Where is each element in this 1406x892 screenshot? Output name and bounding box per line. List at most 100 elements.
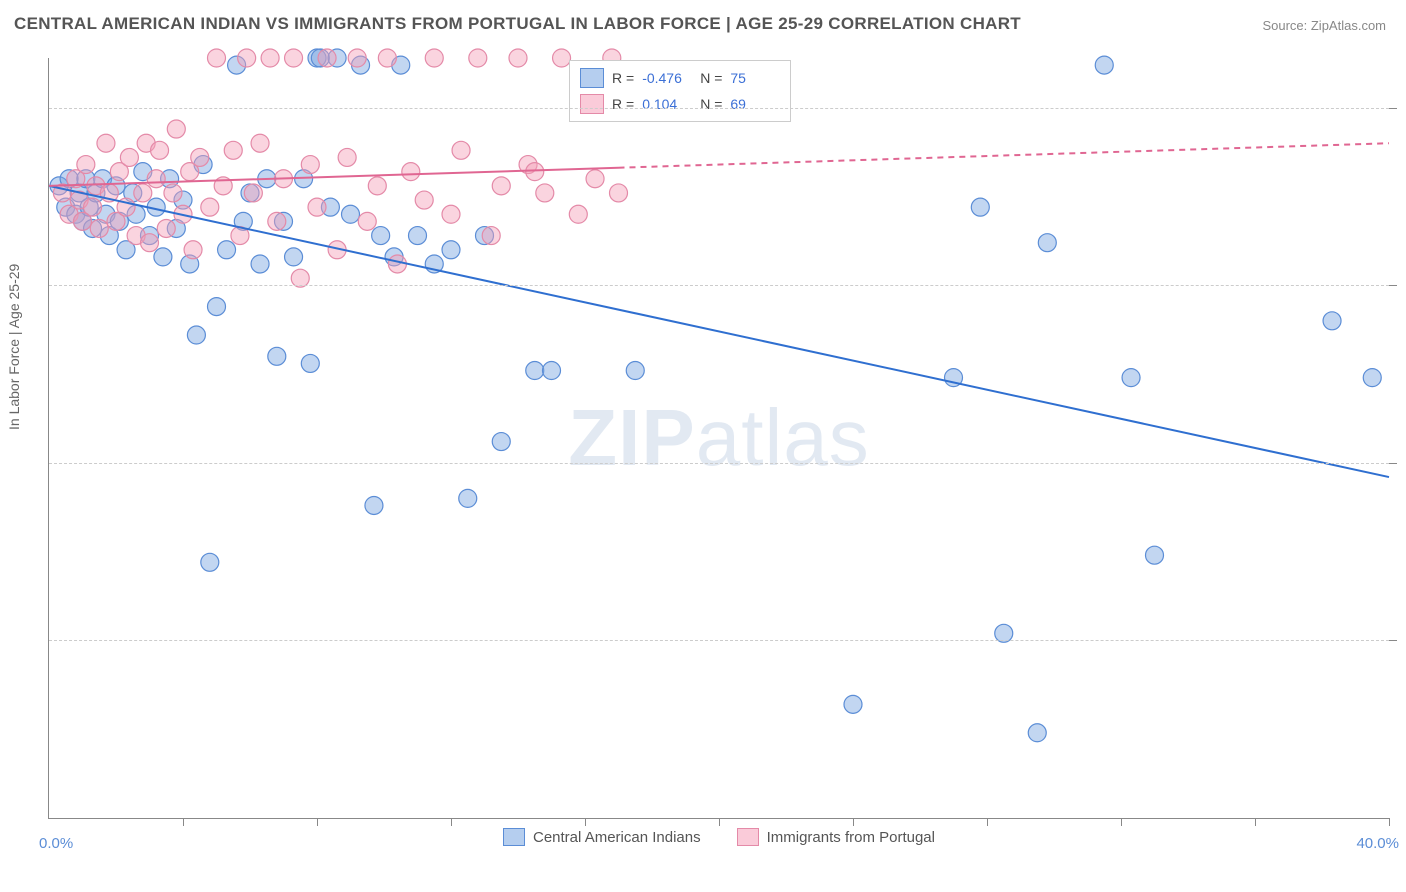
legend-label: Central American Indians [533, 829, 701, 846]
legend-item: Immigrants from Portugal [737, 828, 935, 846]
data-point [184, 241, 202, 259]
data-point [208, 49, 226, 67]
data-point [268, 212, 286, 230]
data-point [459, 489, 477, 507]
data-point [141, 234, 159, 252]
data-point [251, 255, 269, 273]
gridline [49, 285, 1389, 286]
x-tick [719, 818, 720, 826]
data-point [1323, 312, 1341, 330]
y-tick [1389, 108, 1397, 109]
data-point [1363, 369, 1381, 387]
data-point [244, 184, 262, 202]
gridline [49, 640, 1389, 641]
data-point [509, 49, 527, 67]
trend-line-extrapolated [619, 143, 1390, 168]
data-point [425, 49, 443, 67]
data-point [543, 362, 561, 380]
data-point [164, 184, 182, 202]
data-point [409, 227, 427, 245]
data-point [358, 212, 376, 230]
trend-line [49, 186, 1389, 477]
data-point [388, 255, 406, 273]
data-point [442, 241, 460, 259]
data-point [526, 163, 544, 181]
data-point [120, 148, 138, 166]
data-point [77, 156, 95, 174]
data-point [586, 170, 604, 188]
data-point [492, 177, 510, 195]
x-tick [987, 818, 988, 826]
legend-swatch [503, 828, 525, 846]
x-tick [183, 818, 184, 826]
data-point [553, 49, 571, 67]
data-point [372, 227, 390, 245]
data-point [402, 163, 420, 181]
data-point [251, 134, 269, 152]
data-point [238, 49, 256, 67]
data-point [308, 198, 326, 216]
data-point [157, 219, 175, 237]
data-point [201, 553, 219, 571]
x-axis-max-label: 40.0% [1356, 835, 1399, 852]
legend-swatch [580, 68, 604, 88]
x-tick [1389, 818, 1390, 826]
y-tick-label: 100.0% [1399, 99, 1406, 116]
y-tick-label: 25.0% [1399, 631, 1406, 648]
x-tick [451, 818, 452, 826]
y-tick [1389, 285, 1397, 286]
legend-row: R =0.104N =69 [580, 91, 780, 117]
data-point [378, 49, 396, 67]
data-point [90, 219, 108, 237]
data-point [154, 248, 172, 266]
n-value: 75 [730, 70, 780, 86]
data-point [151, 141, 169, 159]
y-tick [1389, 463, 1397, 464]
data-point [415, 191, 433, 209]
data-point [1038, 234, 1056, 252]
data-point [187, 326, 205, 344]
n-label: N = [700, 96, 722, 112]
data-point [492, 433, 510, 451]
source-attribution: Source: ZipAtlas.com [1262, 18, 1386, 33]
x-tick [585, 818, 586, 826]
data-point [536, 184, 554, 202]
x-axis-min-label: 0.0% [39, 835, 73, 852]
data-point [147, 170, 165, 188]
data-point [342, 205, 360, 223]
chart-title: CENTRAL AMERICAN INDIAN VS IMMIGRANTS FR… [14, 14, 1021, 34]
x-tick [853, 818, 854, 826]
data-point [134, 184, 152, 202]
data-point [301, 156, 319, 174]
data-point [482, 227, 500, 245]
data-point [610, 184, 628, 202]
gridline [49, 463, 1389, 464]
r-label: R = [612, 96, 634, 112]
data-point [1028, 724, 1046, 742]
y-tick [1389, 640, 1397, 641]
r-label: R = [612, 70, 634, 86]
gridline [49, 108, 1389, 109]
data-point [261, 49, 279, 67]
data-point [569, 205, 587, 223]
plot-area: ZIPatlas R =-0.476N =75R =0.104N =69 Cen… [48, 58, 1389, 819]
legend-label: Immigrants from Portugal [767, 829, 935, 846]
data-point [348, 49, 366, 67]
data-point [318, 49, 336, 67]
x-tick [1255, 818, 1256, 826]
data-point [218, 241, 236, 259]
data-point [1095, 56, 1113, 74]
n-label: N = [700, 70, 722, 86]
data-point [208, 298, 226, 316]
correlation-legend: R =-0.476N =75R =0.104N =69 [569, 60, 791, 122]
data-point [971, 198, 989, 216]
data-point [84, 198, 102, 216]
legend-swatch [580, 94, 604, 114]
y-axis-label: In Labor Force | Age 25-29 [6, 264, 22, 430]
data-point [442, 205, 460, 223]
legend-item: Central American Indians [503, 828, 701, 846]
data-point [365, 496, 383, 514]
data-point [97, 134, 115, 152]
data-point [368, 177, 386, 195]
data-point [338, 148, 356, 166]
